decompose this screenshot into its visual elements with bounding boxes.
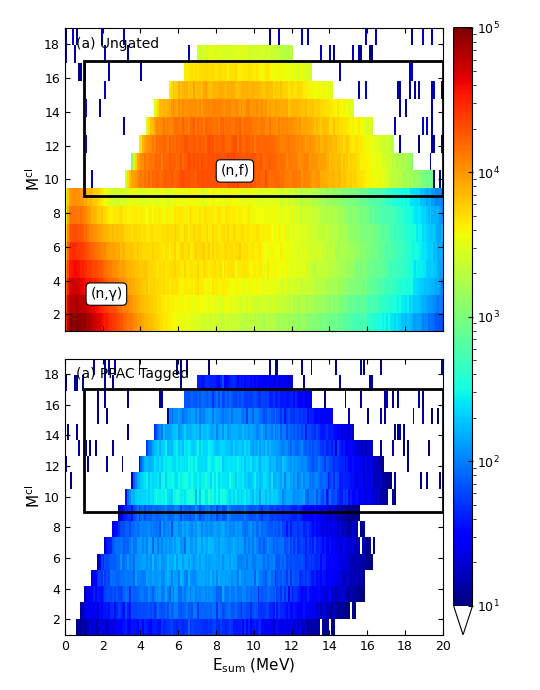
Bar <box>84 389 443 512</box>
Text: (n,f): (n,f) <box>220 164 249 178</box>
X-axis label: E$_{\mathrm{sum}}$ (MeV): E$_{\mathrm{sum}}$ (MeV) <box>212 657 295 676</box>
Y-axis label: M$^{\mathrm{cl}}$: M$^{\mathrm{cl}}$ <box>24 168 43 191</box>
Text: (n,γ): (n,γ) <box>90 287 123 301</box>
PathPatch shape <box>454 606 472 635</box>
Y-axis label: M$^{\mathrm{cl}}$: M$^{\mathrm{cl}}$ <box>24 485 43 509</box>
Bar <box>84 61 443 196</box>
Text: (a) Ungated: (a) Ungated <box>76 37 159 50</box>
Text: (a) PPAC Tagged: (a) PPAC Tagged <box>76 367 189 381</box>
